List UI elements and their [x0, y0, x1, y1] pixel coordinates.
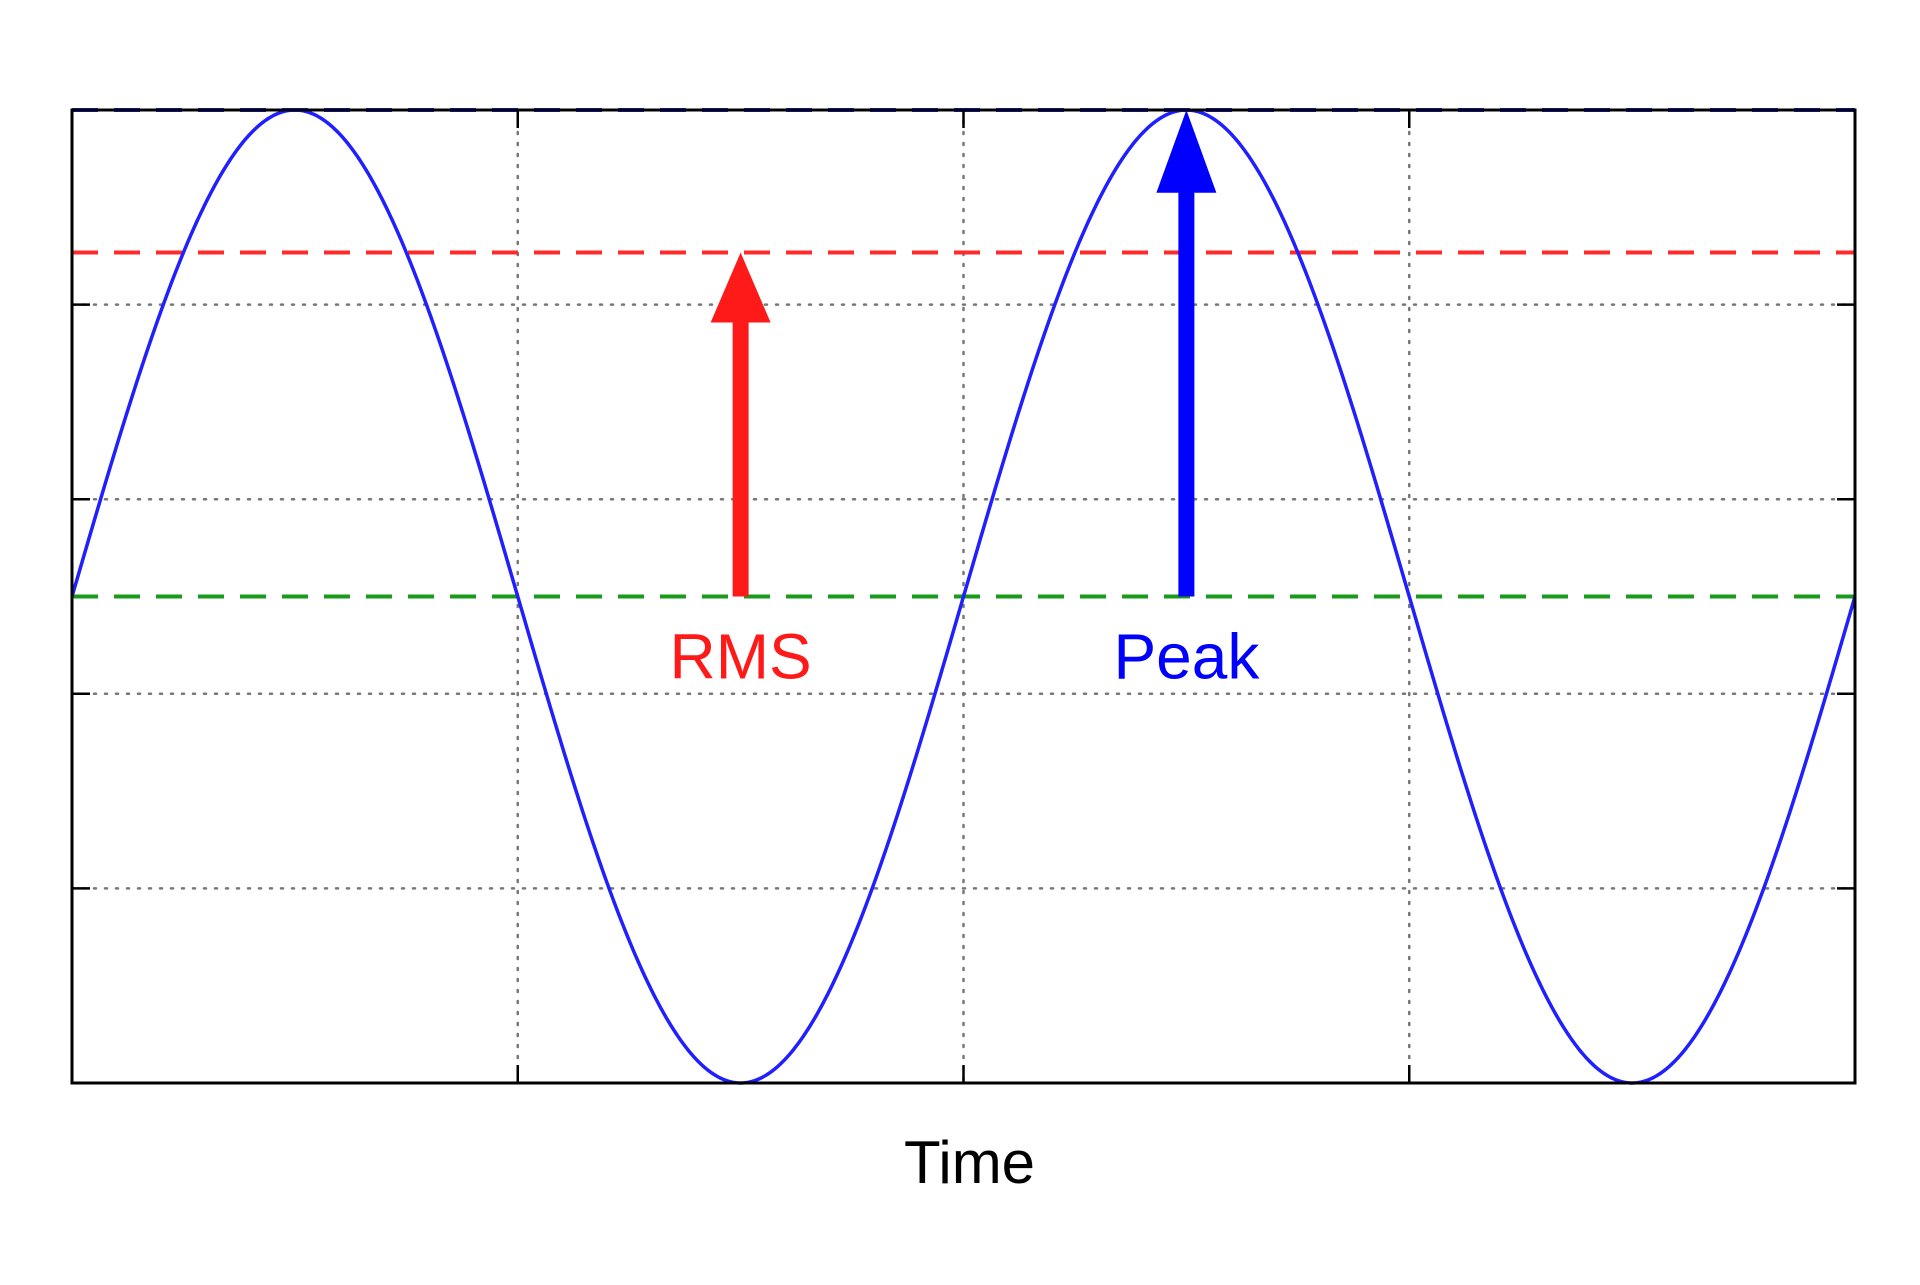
peak-label: Peak [1113, 621, 1260, 693]
x-axis-label: Time [904, 1129, 1035, 1196]
peak-arrow-shaft [1178, 190, 1195, 597]
series-layer [70, 108, 1857, 1085]
peak-arrow-head [1156, 110, 1217, 193]
rms-arrow-head [710, 252, 771, 323]
annotation-layer: RMS Peak [670, 110, 1260, 693]
rms-arrow-shaft [732, 320, 749, 597]
tick-marks-layer [72, 110, 1855, 1083]
rms-label: RMS [670, 621, 812, 693]
sine-wave-series-0 [70, 108, 1857, 1085]
